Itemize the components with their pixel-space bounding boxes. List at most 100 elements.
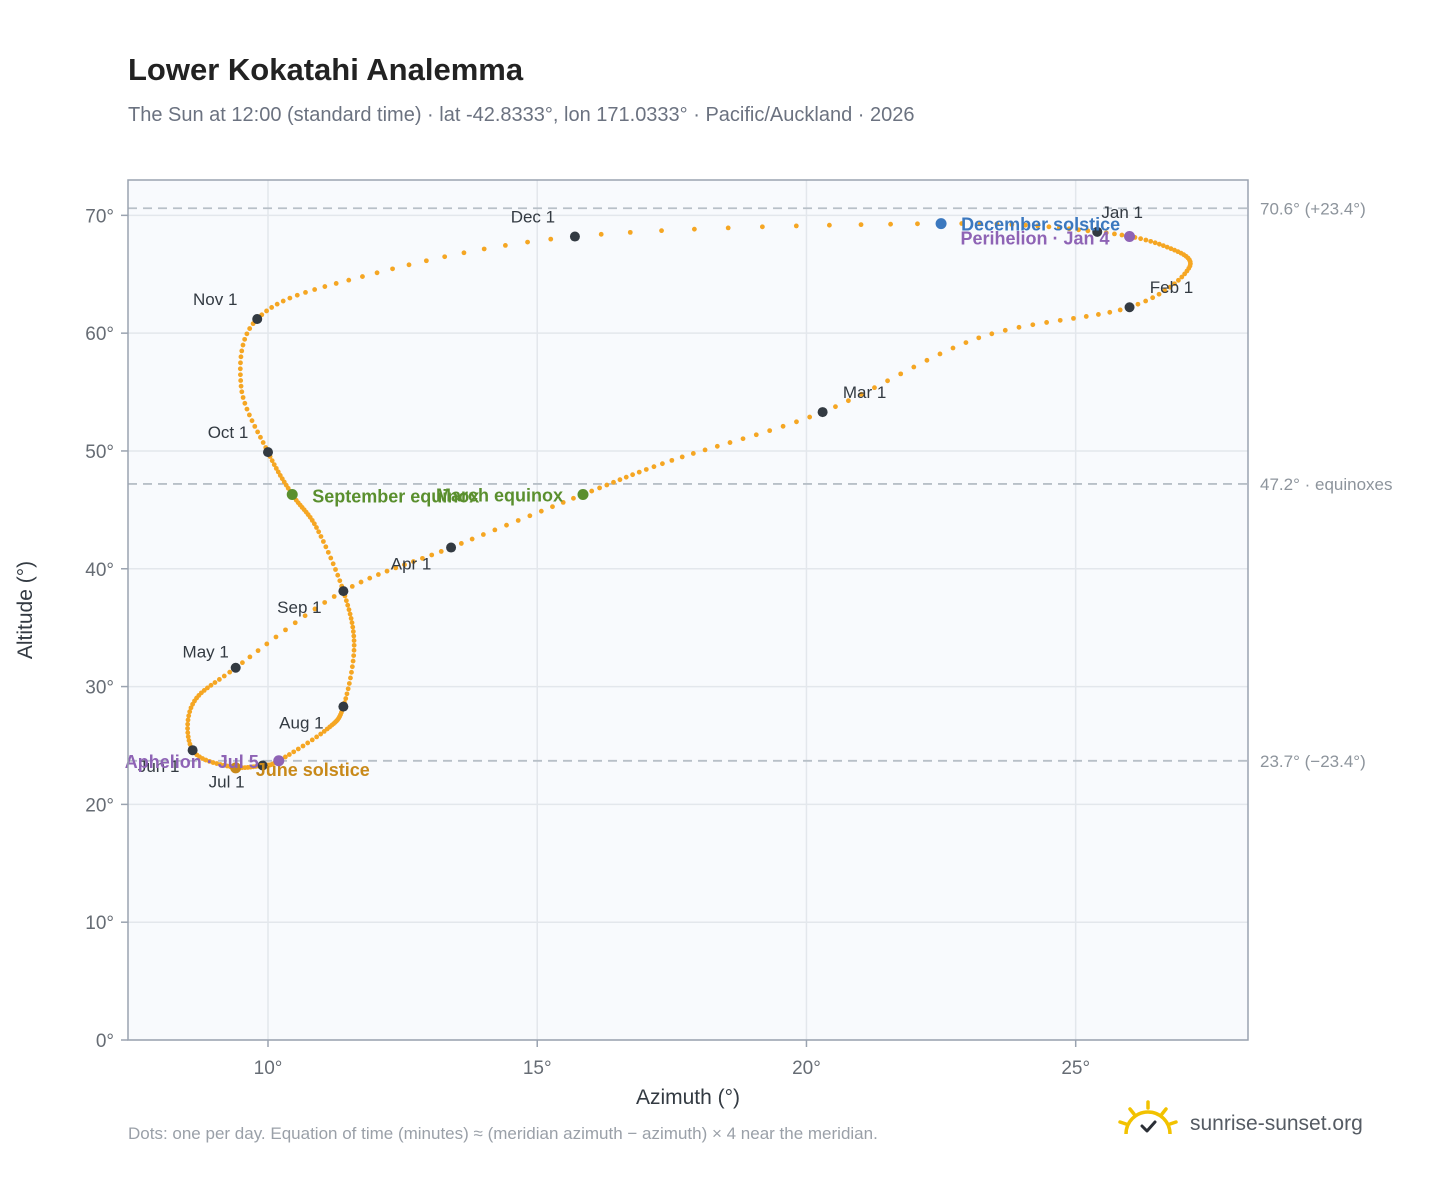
analemma-day-dot: [1179, 274, 1185, 280]
analemma-day-dot: [351, 653, 357, 658]
analemma-day-dot: [406, 262, 412, 268]
analemma-day-dot: [959, 221, 965, 226]
analemma-day-dot: [550, 504, 555, 510]
analemma-day-dot: [1150, 295, 1156, 301]
x-tick-label: 15°: [523, 1058, 552, 1079]
analemma-day-dot: [858, 222, 864, 228]
analemma-day-dot: [690, 451, 696, 456]
analemma-day-dot: [1044, 320, 1050, 325]
analemma-day-dot: [271, 462, 277, 468]
analemma-day-dot: [348, 675, 353, 681]
analemma-day-dot: [859, 391, 864, 397]
analemma-day-dot: [325, 549, 331, 555]
x-tick-label: 20°: [792, 1058, 821, 1079]
analemma-day-dot: [1076, 227, 1082, 233]
analemma-day-dot: [571, 495, 576, 501]
analemma-day-dot: [807, 414, 813, 420]
analemma-day-dot: [346, 607, 352, 613]
axis-ticks: 10° 15° 20° 25° 0° 10° 20° 30° 40° 50° 60° 70°: [85, 206, 1090, 1079]
analemma-day-dot: [348, 615, 354, 621]
month-marker-jan-1: [1092, 226, 1103, 237]
analemma-day-dot: [826, 222, 832, 228]
analemma-day-dot: [1135, 301, 1141, 307]
analemma-day-dot: [375, 572, 381, 577]
analemma-day-dot: [255, 648, 261, 654]
analemma-day-dot: [888, 221, 893, 227]
month-marker-nov-1: [252, 314, 263, 325]
y-tick-label: 20°: [85, 795, 114, 816]
analemma-day-dot: [316, 529, 322, 535]
analemma-day-dot: [238, 360, 243, 366]
analemma-day-dot: [481, 246, 487, 252]
analemma-day-dot: [598, 231, 604, 237]
month-marker-jun-1: [187, 745, 198, 756]
analemma-day-dot: [343, 598, 349, 604]
analemma-day-dot: [292, 620, 298, 626]
analemma-day-dot: [438, 549, 444, 554]
analemma-day-dot: [597, 485, 602, 491]
analemma-day-dot: [221, 673, 227, 679]
reference-line-label: 23.7° (−23.4°): [1260, 752, 1366, 771]
reference-lines: 70.6° (+23.4°) 47.2° · equinoxes 23.7° (−2…: [128, 199, 1393, 771]
event-marker-december-solstice: [935, 218, 947, 230]
y-axis-title: Altitude (°): [14, 561, 37, 659]
analemma-day-dot: [636, 469, 642, 475]
analemma-day-dot: [643, 467, 649, 472]
analemma-day-dot: [244, 406, 250, 412]
analemma-day-dot: [1112, 231, 1117, 237]
analemma-day-dot: [333, 281, 339, 286]
analemma-day-dot: [793, 223, 799, 229]
brand-name[interactable]: sunrise-sunset.org: [1190, 1112, 1363, 1135]
analemma-day-dot: [186, 713, 192, 719]
analemma-day-dot: [237, 366, 243, 372]
analemma-day-dot: [282, 754, 288, 760]
month-label-oct-1: Oct 1: [208, 423, 249, 442]
analemma-day-dot: [240, 395, 246, 400]
analemma-day-dot: [303, 289, 308, 295]
y-tick-label: 30°: [85, 678, 114, 699]
analemma-day-dot: [725, 225, 731, 231]
month-marker-aug-1: [338, 701, 349, 712]
analemma-day-dot: [283, 627, 288, 633]
analemma-day-dot: [347, 611, 353, 617]
month-marker-may-1: [230, 662, 241, 673]
analemma-day-dot: [187, 709, 193, 715]
analemma-day-dot: [1182, 271, 1188, 277]
analemma-day-dot: [1096, 312, 1101, 317]
analemma-day-dot: [1162, 288, 1168, 294]
analemma-day-dot: [212, 680, 218, 685]
analemma-day-dot: [305, 740, 311, 746]
analemma-day-dot: [420, 555, 425, 561]
analemma-day-dot: [269, 458, 275, 464]
analemma-day-dot: [924, 357, 930, 363]
analemma-day-dot: [280, 298, 286, 304]
analemma-day-dot: [1156, 241, 1162, 247]
chart-subtitle: The Sun at 12:00 (standard time) · lat -…: [128, 104, 915, 126]
analemma-day-dot: [623, 474, 629, 480]
analemma-day-dot: [604, 482, 610, 488]
analemma-day-dot: [911, 364, 917, 370]
x-tick-label: 25°: [1061, 1058, 1090, 1079]
analemma-day-dot: [208, 682, 214, 688]
analemma-day-dot: [898, 371, 904, 377]
analemma-day-dot: [346, 681, 352, 686]
analemma-day-dot: [1175, 277, 1181, 283]
analemma-day-dot: [314, 525, 319, 530]
analemma-day-dot: [328, 555, 334, 561]
analemma-day-dot: [1160, 243, 1166, 249]
analemma-day-dot: [627, 229, 633, 235]
analemma-day-dot: [977, 221, 983, 227]
analemma-day-dot: [286, 752, 292, 757]
month-marker-feb-1: [1124, 302, 1135, 313]
analemma-day-dot: [312, 287, 318, 292]
event-label-december-solstice: December solstice: [961, 215, 1120, 235]
analemma-day-dot: [367, 575, 373, 581]
brand[interactable]: sunrise-sunset.org: [1118, 1100, 1388, 1150]
month-label-dec-1: Dec 1: [511, 208, 555, 227]
analemma-day-dot: [525, 239, 530, 245]
month-markers: Jan 1 Feb 1 Mar 1 Apr 1 May 1 Jun 1 Jul 1 Aug 1…: [138, 203, 1193, 792]
analemma-day-dot: [344, 691, 350, 697]
event-marker-june-solstice: [230, 762, 242, 774]
analemma-day-dot: [246, 412, 252, 418]
analemma-day-dot: [393, 565, 399, 571]
